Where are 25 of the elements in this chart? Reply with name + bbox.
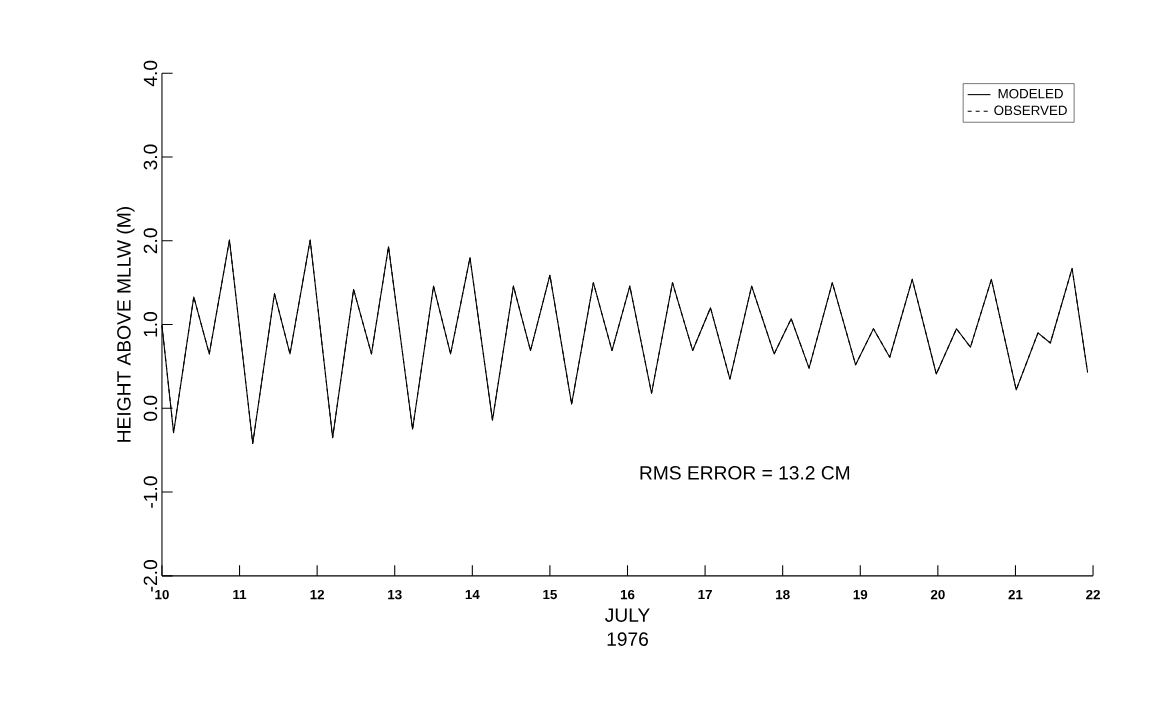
y-axis-title: HEIGHT ABOVE MLLW (M) [116,206,135,442]
x-tick-label: 10 [155,589,169,600]
x-tick-label: 15 [543,589,557,599]
x-tick-label: 22 [1086,589,1100,599]
x-tick-label: 11 [233,589,247,599]
annotation: RMS ERROR = 13.2 CM [640,465,850,480]
x-tick-label: 13 [388,589,402,600]
x-tick-label: 14 [465,589,480,599]
x-axis-title: JULY 1976 [605,608,650,646]
x-tick-label: 17 [698,589,712,599]
legend-label: OBSERVED [994,105,1067,115]
y-tick-label: 0.0 [143,395,158,421]
x-tick-label: 18 [776,589,790,600]
x-tick-label: 16 [620,589,635,600]
x-tick-label: 12 [310,589,325,599]
y-tick-label: 3.0 [143,144,158,170]
legend-label: MODELED [998,88,1063,99]
y-tick-label: -2.0 [143,559,158,592]
y-tick-label: 1.0 [143,311,158,337]
y-tick-label: 4.0 [143,60,158,86]
x-tick-label: 20 [930,589,945,600]
y-tick-label: 2.0 [143,228,158,253]
x-tick-label: 21 [1008,589,1023,599]
x-tick-label: 19 [853,589,868,600]
y-tick-label: -1.0 [143,476,158,508]
